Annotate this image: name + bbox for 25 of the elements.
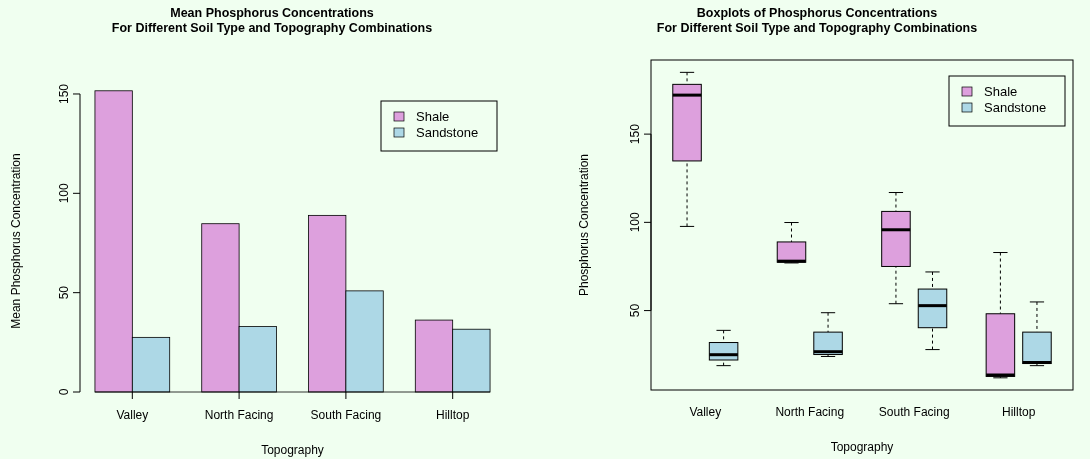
y-axis-title: Phosphorus Concentration — [577, 153, 591, 297]
x-axis-title: Topography — [261, 443, 324, 457]
y-tick-label: 150 — [57, 83, 71, 104]
chart-title: Mean Phosphorus Concentrations For Different Soil Type and Topography Combinations — [111, 6, 433, 35]
x-tick-label: South Facing — [878, 405, 950, 419]
x-tick-label: Valley — [689, 405, 722, 419]
x-tick-label: Hilltop — [436, 408, 470, 422]
x-tick-label: Valley — [116, 408, 149, 422]
y-tick-label: 50 — [628, 303, 642, 318]
y-tick-label: 50 — [57, 285, 71, 300]
x-tick-label: North Facing — [775, 405, 845, 419]
x-tick-label: North Facing — [204, 408, 274, 422]
legend-label: Sandstone — [984, 100, 1047, 115]
x-tick-label: Hilltop — [1002, 405, 1036, 419]
y-tick-label: 100 — [57, 182, 71, 204]
legend-label: Shale — [416, 109, 450, 124]
legend-label: Shale — [984, 84, 1018, 99]
legend-label: Sandstone — [416, 125, 479, 140]
y-tick-label: 100 — [628, 212, 642, 233]
chart-title: Boxplots of Phosphorus Concentrations For Different Soil Type and Topography Combinations — [656, 6, 978, 35]
x-tick-label: South Facing — [310, 408, 382, 422]
y-axis-title: Mean Phosphorus Concentration — [9, 153, 23, 329]
x-axis-title: Topography — [830, 440, 894, 454]
y-tick-label: 0 — [57, 388, 71, 396]
y-tick-label: 150 — [628, 123, 642, 145]
